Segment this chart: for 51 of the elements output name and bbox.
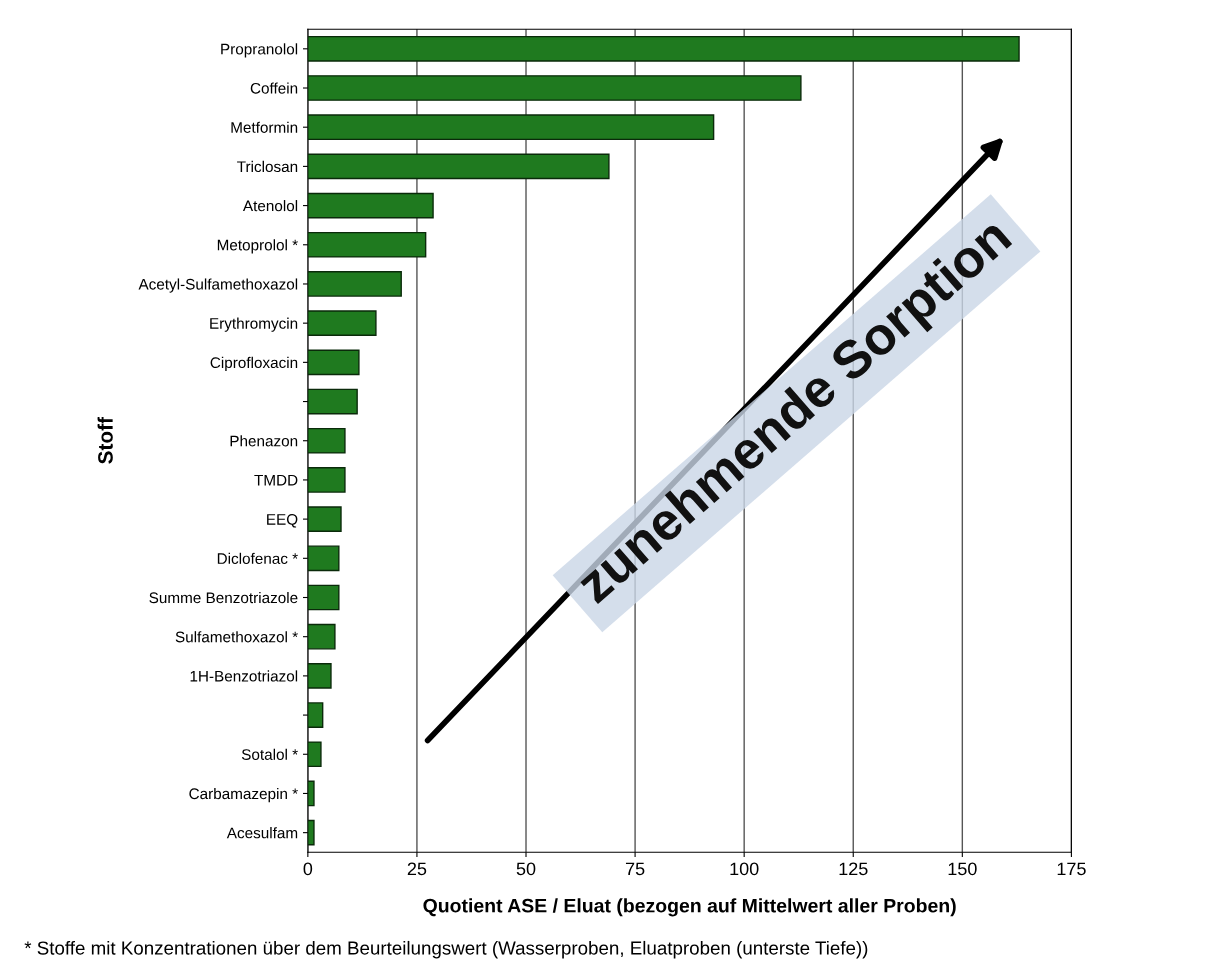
bar [307, 349, 360, 376]
y-tick-label: Acetyl-Sulfamethoxazol [138, 278, 298, 293]
y-tick-label: Sulfamethoxazol * [175, 631, 298, 643]
x-tick-label: 175 [1057, 862, 1086, 876]
bar [307, 75, 802, 101]
y-tick-label: Metoprolol * [217, 239, 298, 254]
y-axis-title: Stoff [97, 416, 113, 464]
y-tick-label: 1H-Benzotriazol [190, 670, 298, 682]
y-tick-label: Carbamazepin * [189, 787, 298, 803]
bar [307, 702, 324, 728]
y-tick-label: Erythromycin [210, 317, 298, 332]
y-tick-label: Metformin [231, 121, 298, 133]
y-tick-label: Phenazon [230, 435, 298, 447]
x-tick-label: 125 [839, 862, 868, 876]
bar [307, 467, 346, 493]
text: * Stoffe mit Konzentrationen über dem Beurteilungswert (Wasserproben, Eluatproben (unterste Tiefe)) [24, 940, 868, 959]
bar [307, 506, 342, 532]
bar [307, 231, 427, 258]
bar [307, 741, 322, 768]
bar [307, 153, 610, 180]
y-tick-label: Summe Benzotriazole [149, 591, 298, 604]
y-tick-label: TMDD [254, 474, 298, 486]
bar [307, 663, 332, 689]
y-tick-label: EEQ [267, 513, 298, 528]
bar [307, 427, 346, 454]
x-tick-label: 75 [625, 862, 645, 876]
x-tick-label: 0 [303, 862, 313, 876]
bar [307, 623, 336, 650]
bar [307, 35, 1020, 62]
x-tick-label: 100 [730, 862, 759, 876]
y-tick-label: Atenolol [242, 200, 298, 212]
x-axis-title: Quotient ASE / Eluat (bezogen auf Mittelwert aller Proben) [423, 898, 956, 917]
bar [307, 310, 377, 337]
x-tick-label: 25 [407, 862, 427, 876]
y-tick-label: Ciprofloxacin [210, 356, 298, 372]
x-tick-label: 50 [516, 862, 536, 876]
bar [307, 192, 434, 219]
y-tick-label: Acesulfam [226, 827, 298, 839]
bar [307, 545, 340, 572]
bar [307, 780, 315, 807]
y-tick-label: Propranolol [221, 43, 298, 58]
y-tick-label: Triclosan [237, 160, 298, 173]
bar [307, 584, 340, 611]
y-tick-label: Coffein [250, 82, 298, 94]
y-tick-label: Sotalol * [241, 748, 298, 760]
bar [307, 388, 358, 415]
bar [307, 271, 402, 297]
bar [307, 114, 715, 141]
x-tick-label: 150 [948, 862, 977, 876]
y-tick-label: Diclofenac * [217, 552, 298, 564]
bar [307, 819, 315, 846]
